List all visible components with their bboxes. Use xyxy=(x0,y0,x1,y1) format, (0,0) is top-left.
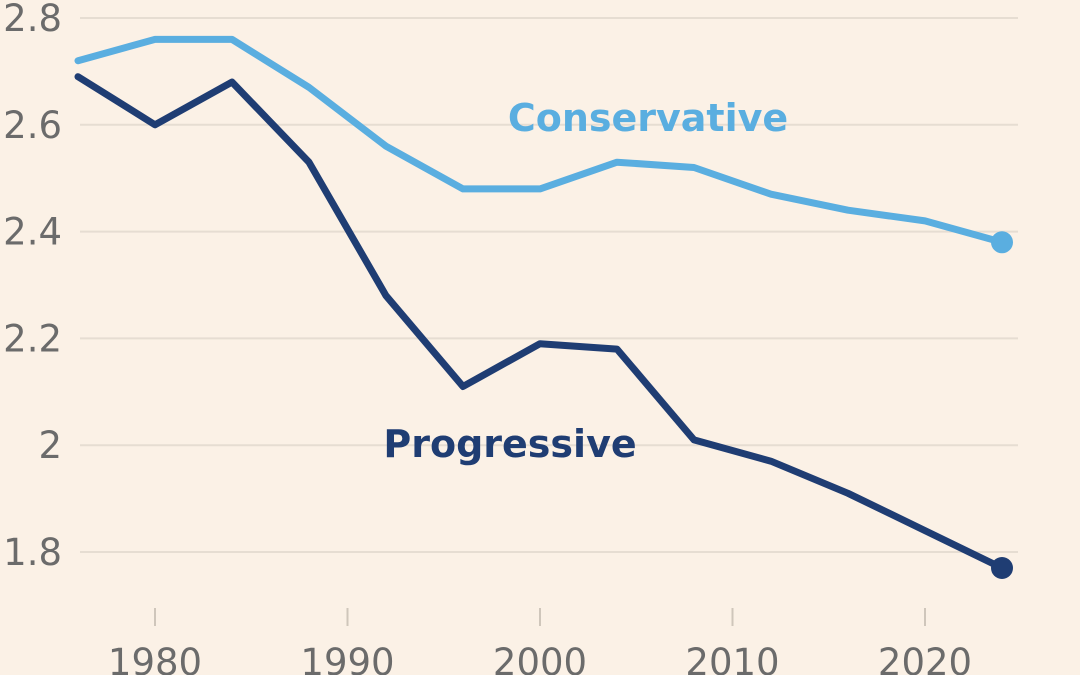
y-tick-label: 1.8 xyxy=(3,531,62,574)
series-labels: Conservative Progressive xyxy=(383,96,788,466)
y-tick-label: 2.2 xyxy=(3,317,62,360)
x-axis-labels: 1980 1990 2000 2010 2020 xyxy=(108,641,972,675)
x-tick-label: 1980 xyxy=(108,641,202,675)
y-tick-label: 2.6 xyxy=(3,104,62,147)
y-tick-label: 2 xyxy=(38,424,62,467)
x-tick-label: 2000 xyxy=(493,641,587,675)
x-tick-label: 1990 xyxy=(300,641,394,675)
series-lines xyxy=(74,35,1006,572)
series-label-conservative: Conservative xyxy=(508,96,788,140)
x-tick-label: 2020 xyxy=(878,641,972,675)
y-tick-label: 2.4 xyxy=(3,211,62,254)
grid-lines xyxy=(80,17,1018,553)
x-tick-marks xyxy=(154,608,926,626)
y-axis-labels: 1.8 2 2.2 2.4 2.6 2.8 xyxy=(3,0,62,574)
series-label-progressive: Progressive xyxy=(383,422,636,466)
series-line-progressive xyxy=(74,73,1006,572)
y-tick-label: 2.8 xyxy=(3,0,62,40)
series-end-marker-progressive xyxy=(991,557,1013,580)
series-end-marker-conservative xyxy=(991,231,1013,254)
x-tick-label: 2010 xyxy=(685,641,779,675)
series-line-conservative xyxy=(74,35,1006,246)
series-end-markers xyxy=(991,231,1013,580)
